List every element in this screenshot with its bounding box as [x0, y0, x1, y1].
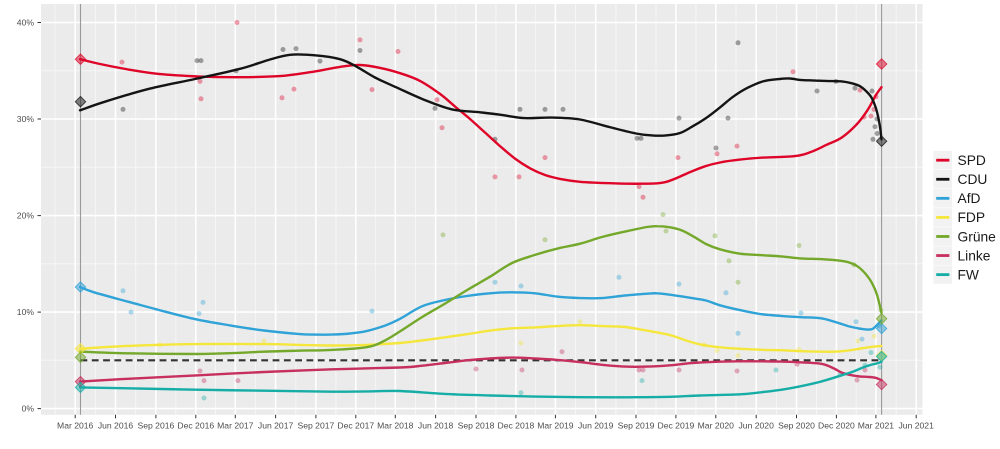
- svg-text:FDP: FDP: [958, 210, 986, 225]
- svg-text:Jun 2018: Jun 2018: [418, 421, 454, 431]
- svg-text:Dec 2018: Dec 2018: [498, 421, 535, 431]
- svg-text:Jun 2017: Jun 2017: [258, 421, 294, 431]
- svg-text:0%: 0%: [22, 404, 35, 414]
- svg-text:Jun 2021: Jun 2021: [899, 421, 935, 431]
- svg-text:10%: 10%: [17, 307, 35, 317]
- svg-text:FW: FW: [958, 267, 979, 282]
- svg-text:Mar 2020: Mar 2020: [698, 421, 735, 431]
- svg-text:Jun 2019: Jun 2019: [578, 421, 614, 431]
- svg-text:Mar 2017: Mar 2017: [217, 421, 254, 431]
- svg-text:CDU: CDU: [958, 172, 988, 187]
- svg-text:Sep 2016: Sep 2016: [138, 421, 175, 431]
- svg-text:Jun 2016: Jun 2016: [98, 421, 134, 431]
- svg-text:Sep 2018: Sep 2018: [458, 421, 495, 431]
- svg-text:20%: 20%: [17, 211, 35, 221]
- svg-text:Mar 2018: Mar 2018: [377, 421, 414, 431]
- svg-text:Mar 2019: Mar 2019: [537, 421, 574, 431]
- svg-text:AfD: AfD: [958, 191, 981, 206]
- svg-text:Dec 2019: Dec 2019: [658, 421, 695, 431]
- svg-text:Dec 2020: Dec 2020: [818, 421, 855, 431]
- svg-text:Dec 2017: Dec 2017: [337, 421, 374, 431]
- svg-text:Linke: Linke: [958, 248, 991, 263]
- svg-text:Sep 2019: Sep 2019: [618, 421, 655, 431]
- svg-text:Mar 2016: Mar 2016: [57, 421, 94, 431]
- svg-text:Sep 2020: Sep 2020: [778, 421, 815, 431]
- svg-text:30%: 30%: [17, 114, 35, 124]
- svg-text:Grüne: Grüne: [958, 229, 997, 244]
- svg-text:Mar 2021: Mar 2021: [858, 421, 895, 431]
- svg-text:SPD: SPD: [958, 153, 986, 168]
- svg-text:40%: 40%: [17, 18, 35, 28]
- svg-text:Dec 2016: Dec 2016: [177, 421, 214, 431]
- svg-text:Sep 2017: Sep 2017: [298, 421, 335, 431]
- svg-text:Jun 2020: Jun 2020: [739, 421, 775, 431]
